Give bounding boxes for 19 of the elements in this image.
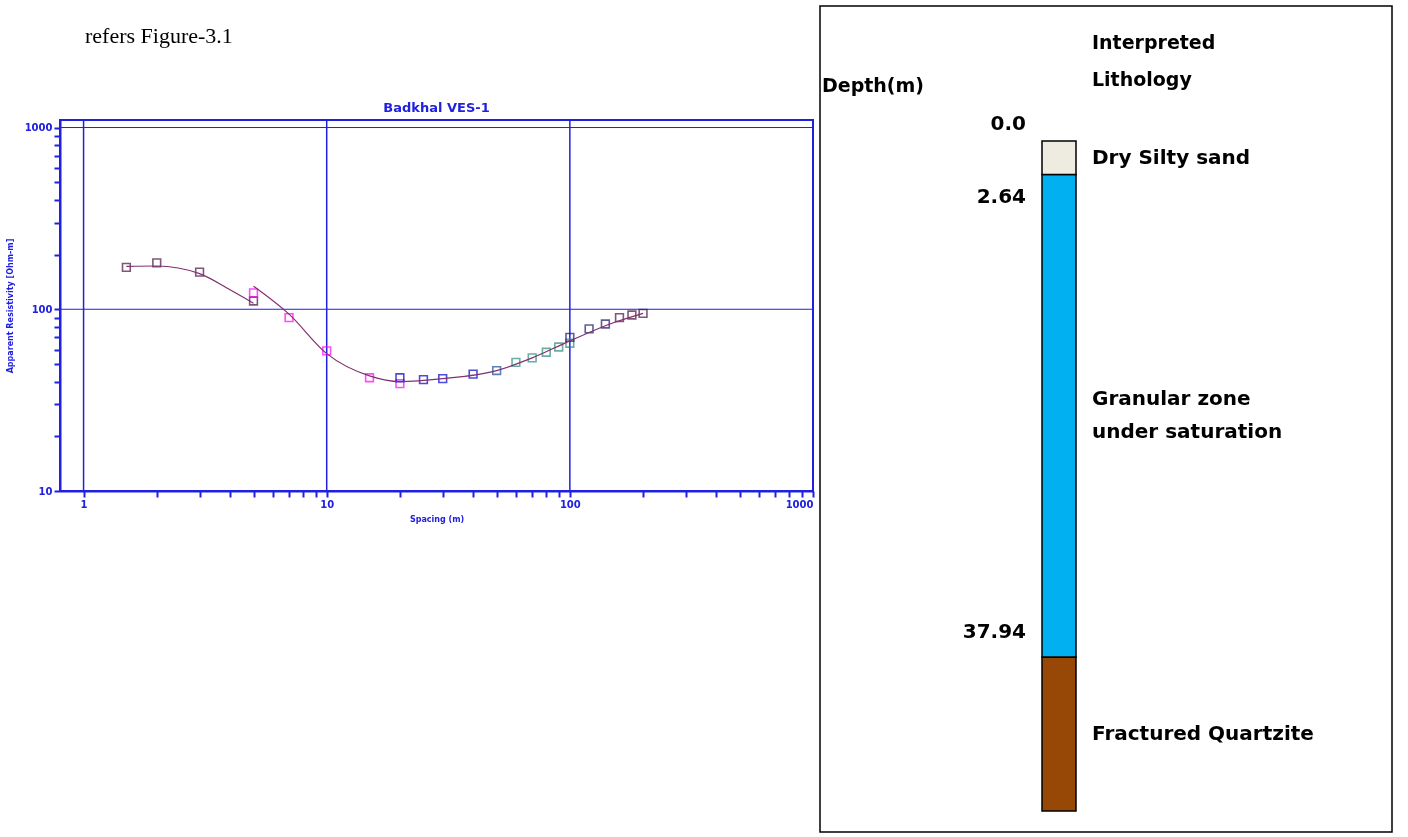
x-tick-label: 1 (80, 498, 88, 510)
y-tick-label: 100 (31, 303, 53, 315)
x-tick-label: 1000 (785, 498, 814, 510)
y-axis-title: Apparent Resistivity [Ohm-m] (5, 238, 15, 374)
legend-title: Interpreted Lithology (1092, 31, 1216, 90)
y-axis-title: Depth(m) (822, 74, 925, 96)
x-axis-title: Spacing (m) (409, 514, 465, 524)
x-tick-label: 10 (320, 498, 335, 510)
series-label: Dry Silty sand (1092, 144, 1251, 169)
series-label: Fractured Quartzite (1092, 720, 1314, 745)
y-tick-label: 10 (38, 485, 53, 497)
text: 37.94 (962, 618, 1026, 643)
text: 0.0 (990, 111, 1026, 135)
text: refers Figure-3.1 (85, 23, 233, 48)
x-tick-label: 100 (559, 498, 581, 510)
text: 2.64 (976, 183, 1026, 208)
chart-title: Badkhal VES-1 (383, 100, 490, 116)
series-label: Granular zone under saturation (1092, 386, 1283, 444)
y-tick-label: 1000 (24, 122, 53, 134)
